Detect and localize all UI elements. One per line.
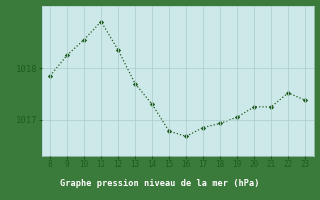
Text: Graphe pression niveau de la mer (hPa): Graphe pression niveau de la mer (hPa)	[60, 180, 260, 188]
